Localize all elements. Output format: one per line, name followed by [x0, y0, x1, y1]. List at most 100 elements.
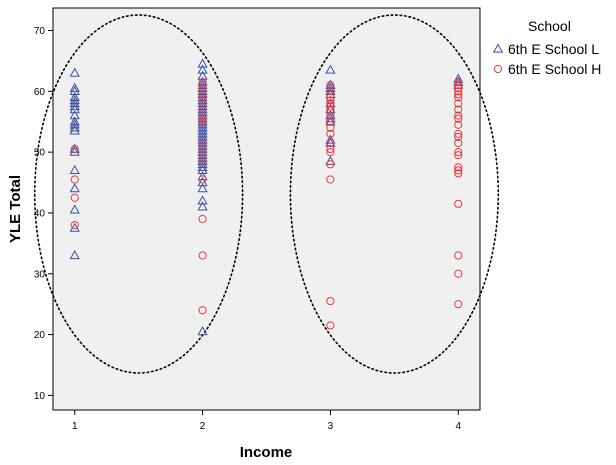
y-tick-label: 10: [34, 391, 46, 402]
triangle-point: [197, 149, 208, 159]
circle-point: [454, 148, 463, 157]
x-tick-label: 3: [328, 421, 334, 432]
triangle-point: [197, 128, 208, 138]
triangle-point: [69, 222, 80, 232]
y-tick-label: 40: [34, 208, 46, 219]
circle-point: [198, 214, 207, 224]
group-ellipse: [289, 14, 500, 374]
legend-label: 6th E School H: [508, 61, 601, 77]
circle-point: [70, 221, 79, 230]
triangle-point: [197, 70, 208, 80]
x-tick-label: 4: [455, 421, 461, 432]
triangle-point: [69, 116, 80, 126]
circle-point: [454, 111, 463, 120]
triangle-point: [197, 131, 208, 141]
circle-point: [326, 96, 335, 105]
circle-point: [326, 123, 335, 132]
y-axis: 10 20 30 40 50 60 70: [34, 26, 53, 402]
legend-triangle-icon: [492, 43, 504, 53]
circle-point: [326, 105, 335, 114]
triangle-point: [197, 110, 208, 120]
circle-point: [454, 251, 463, 260]
circle-point: [198, 78, 207, 87]
circle-point: [326, 138, 335, 148]
circle-point: [198, 96, 207, 105]
circle-point: [454, 105, 463, 114]
circle-point: [454, 169, 463, 178]
x-tick-label: 1: [72, 421, 78, 432]
triangle-point: [325, 82, 336, 92]
triangle-point: [197, 183, 208, 193]
circle-point: [198, 117, 207, 126]
circle-point: [198, 148, 207, 157]
triangle-point: [197, 161, 208, 171]
triangle-point: [69, 125, 80, 135]
circle-point: [326, 175, 335, 184]
circle-point: [454, 300, 463, 309]
circle-point: [326, 87, 335, 96]
triangle-point: [69, 204, 80, 214]
triangle-point: [197, 107, 208, 117]
circle-point: [326, 160, 335, 169]
y-tick-label: 70: [34, 26, 46, 37]
circle-point: [198, 114, 207, 123]
triangle-point: [69, 104, 80, 114]
legend-title: School: [528, 18, 571, 34]
legend-label: 6th E School L: [508, 41, 599, 57]
triangle-point: [325, 113, 336, 123]
triangle-point: [197, 79, 208, 89]
triangle-point: [453, 73, 464, 83]
circle-point: [454, 138, 463, 148]
triangle-point: [69, 146, 80, 156]
triangle-point: [69, 122, 80, 132]
triangle-point: [325, 155, 336, 165]
triangle-point: [197, 158, 208, 168]
circle-point: [454, 87, 463, 96]
circle-point: [454, 129, 463, 138]
triangle-point: [197, 201, 208, 211]
triangle-point: [197, 58, 208, 68]
circle-point: [326, 129, 335, 138]
triangle-point: [69, 67, 80, 77]
circle-point: [198, 90, 207, 99]
circle-point: [326, 148, 335, 157]
annotation-layer: [33, 14, 500, 374]
circle-point: [198, 251, 207, 260]
triangle-point: [197, 164, 208, 175]
triangle-point: [197, 326, 208, 336]
series-school-h: [70, 78, 463, 330]
triangle-point: [69, 119, 80, 129]
legend-items: 6th E School L 6th E School H: [492, 41, 601, 77]
y-tick-label: 20: [34, 330, 46, 341]
y-tick-label: 50: [34, 148, 46, 159]
legend: School 6th E School L 6th E School H: [492, 18, 601, 77]
triangle-point: [197, 177, 208, 187]
triangle-point: [197, 97, 208, 108]
circle-point: [326, 144, 335, 154]
data-points: [69, 58, 464, 336]
circle-point: [326, 117, 335, 126]
circle-point: [454, 81, 463, 90]
triangle-point: [69, 183, 80, 193]
x-axis-title: Income: [240, 444, 293, 461]
triangle-point: [197, 125, 208, 135]
circle-point: [454, 163, 463, 172]
triangle-point: [197, 100, 208, 111]
triangle-point: [197, 91, 208, 102]
triangle-point: [197, 134, 208, 144]
circle-point: [454, 132, 463, 142]
circle-point: [326, 81, 335, 90]
circle-point: [454, 114, 463, 123]
circle-point: [326, 99, 335, 108]
triangle-point: [69, 94, 80, 105]
circle-point: [326, 297, 335, 306]
triangle-point: [325, 64, 336, 74]
circle-point: [198, 105, 207, 114]
circle-point: [454, 166, 463, 175]
circle-point: [326, 111, 335, 120]
circle-point: [70, 175, 79, 184]
plot-area: [52, 7, 481, 411]
triangle-point: [197, 143, 208, 153]
circle-point: [454, 78, 463, 87]
